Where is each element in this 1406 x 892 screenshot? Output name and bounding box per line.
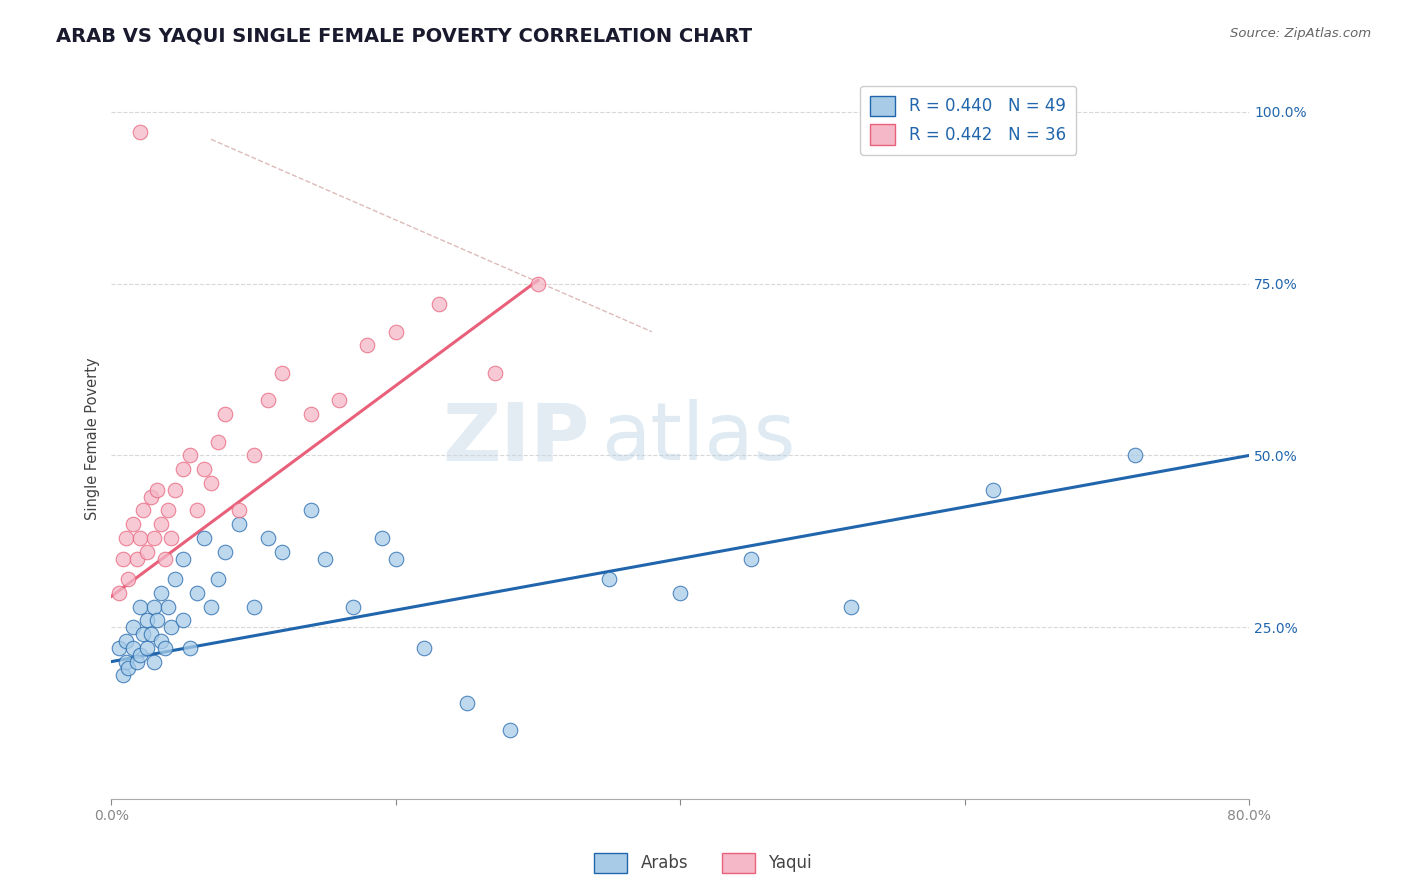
Point <box>193 531 215 545</box>
Point <box>356 338 378 352</box>
Point <box>107 640 129 655</box>
Point <box>128 531 150 545</box>
Point <box>257 393 280 408</box>
Point <box>117 572 139 586</box>
Point <box>150 634 173 648</box>
Point <box>427 297 450 311</box>
Point <box>114 531 136 545</box>
Point <box>136 640 159 655</box>
Point <box>527 277 550 291</box>
Text: atlas: atlas <box>600 400 794 477</box>
Point <box>136 613 159 627</box>
Point <box>498 723 520 738</box>
Point <box>271 544 294 558</box>
Point <box>839 599 862 614</box>
Point <box>128 599 150 614</box>
Point <box>107 586 129 600</box>
Point <box>314 551 336 566</box>
Point <box>328 393 350 408</box>
Point <box>740 551 762 566</box>
Point <box>228 517 250 532</box>
Point <box>179 640 201 655</box>
Point <box>1125 449 1147 463</box>
Point <box>136 544 159 558</box>
Text: ZIP: ZIP <box>441 400 589 477</box>
Point <box>385 325 408 339</box>
Point <box>200 475 222 490</box>
Point <box>157 599 180 614</box>
Point <box>172 551 194 566</box>
Point <box>214 407 236 421</box>
Point <box>385 551 408 566</box>
Point <box>228 503 250 517</box>
Point <box>146 613 169 627</box>
Point <box>214 544 236 558</box>
Point <box>160 620 183 634</box>
Point <box>299 503 322 517</box>
Point <box>200 599 222 614</box>
Point <box>172 613 194 627</box>
Point <box>484 366 506 380</box>
Point <box>146 483 169 497</box>
Point <box>193 462 215 476</box>
Legend: Arabs, Yaqui: Arabs, Yaqui <box>588 847 818 880</box>
Point <box>669 586 692 600</box>
Point <box>141 627 163 641</box>
Point <box>179 449 201 463</box>
Point <box>172 462 194 476</box>
Point <box>128 125 150 139</box>
Point <box>165 483 187 497</box>
Point <box>981 483 1004 497</box>
Point <box>121 517 143 532</box>
Y-axis label: Single Female Poverty: Single Female Poverty <box>86 357 100 519</box>
Point <box>131 503 153 517</box>
Point <box>413 640 436 655</box>
Point <box>242 449 264 463</box>
Point <box>257 531 280 545</box>
Point <box>125 551 148 566</box>
Point <box>207 572 229 586</box>
Point <box>456 696 478 710</box>
Point <box>143 531 166 545</box>
Point <box>128 648 150 662</box>
Point <box>121 620 143 634</box>
Point <box>141 490 163 504</box>
Point <box>207 434 229 449</box>
Point <box>150 586 173 600</box>
Text: ARAB VS YAQUI SINGLE FEMALE POVERTY CORRELATION CHART: ARAB VS YAQUI SINGLE FEMALE POVERTY CORR… <box>56 27 752 45</box>
Text: Source: ZipAtlas.com: Source: ZipAtlas.com <box>1230 27 1371 40</box>
Point <box>598 572 620 586</box>
Legend: R = 0.440   N = 49, R = 0.442   N = 36: R = 0.440 N = 49, R = 0.442 N = 36 <box>860 86 1076 155</box>
Point <box>150 517 173 532</box>
Point <box>155 551 177 566</box>
Point <box>186 586 208 600</box>
Point <box>165 572 187 586</box>
Point <box>111 668 134 682</box>
Point <box>143 655 166 669</box>
Point <box>370 531 392 545</box>
Point <box>125 655 148 669</box>
Point <box>242 599 264 614</box>
Point <box>186 503 208 517</box>
Point <box>111 551 134 566</box>
Point <box>299 407 322 421</box>
Point <box>114 634 136 648</box>
Point <box>114 655 136 669</box>
Point <box>121 640 143 655</box>
Point <box>117 661 139 675</box>
Point <box>143 599 166 614</box>
Point <box>342 599 364 614</box>
Point <box>131 627 153 641</box>
Point <box>271 366 294 380</box>
Point <box>160 531 183 545</box>
Point <box>157 503 180 517</box>
Point <box>155 640 177 655</box>
